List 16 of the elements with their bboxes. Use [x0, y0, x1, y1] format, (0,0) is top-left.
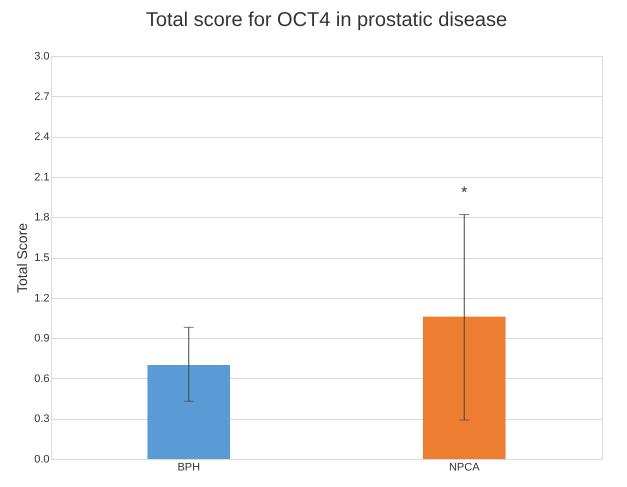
y-tick-label: 0.0	[34, 454, 50, 466]
y-tick-label: 0.6	[34, 372, 50, 385]
y-tick-label: 1.8	[34, 212, 50, 224]
y-tick-label: 1.2	[34, 292, 50, 304]
y-axis-title: Total Score	[14, 222, 30, 294]
chart-title: Total score for OCT4 in prostatic disease	[146, 9, 508, 31]
y-tick-label: 3.0	[34, 50, 50, 62]
y-tick-label: 2.1	[34, 171, 50, 184]
x-tick-label: NPCA	[448, 462, 480, 474]
y-tick-label: 0.3	[34, 413, 50, 426]
y-tick-label: 2.7	[34, 90, 50, 103]
y-tick-label: 0.9	[34, 332, 50, 345]
x-tick-label: BPH	[177, 462, 200, 474]
y-tick-label: 1.5	[34, 252, 50, 264]
y-tick-label: 2.4	[34, 131, 50, 144]
annotation: *	[461, 184, 468, 202]
